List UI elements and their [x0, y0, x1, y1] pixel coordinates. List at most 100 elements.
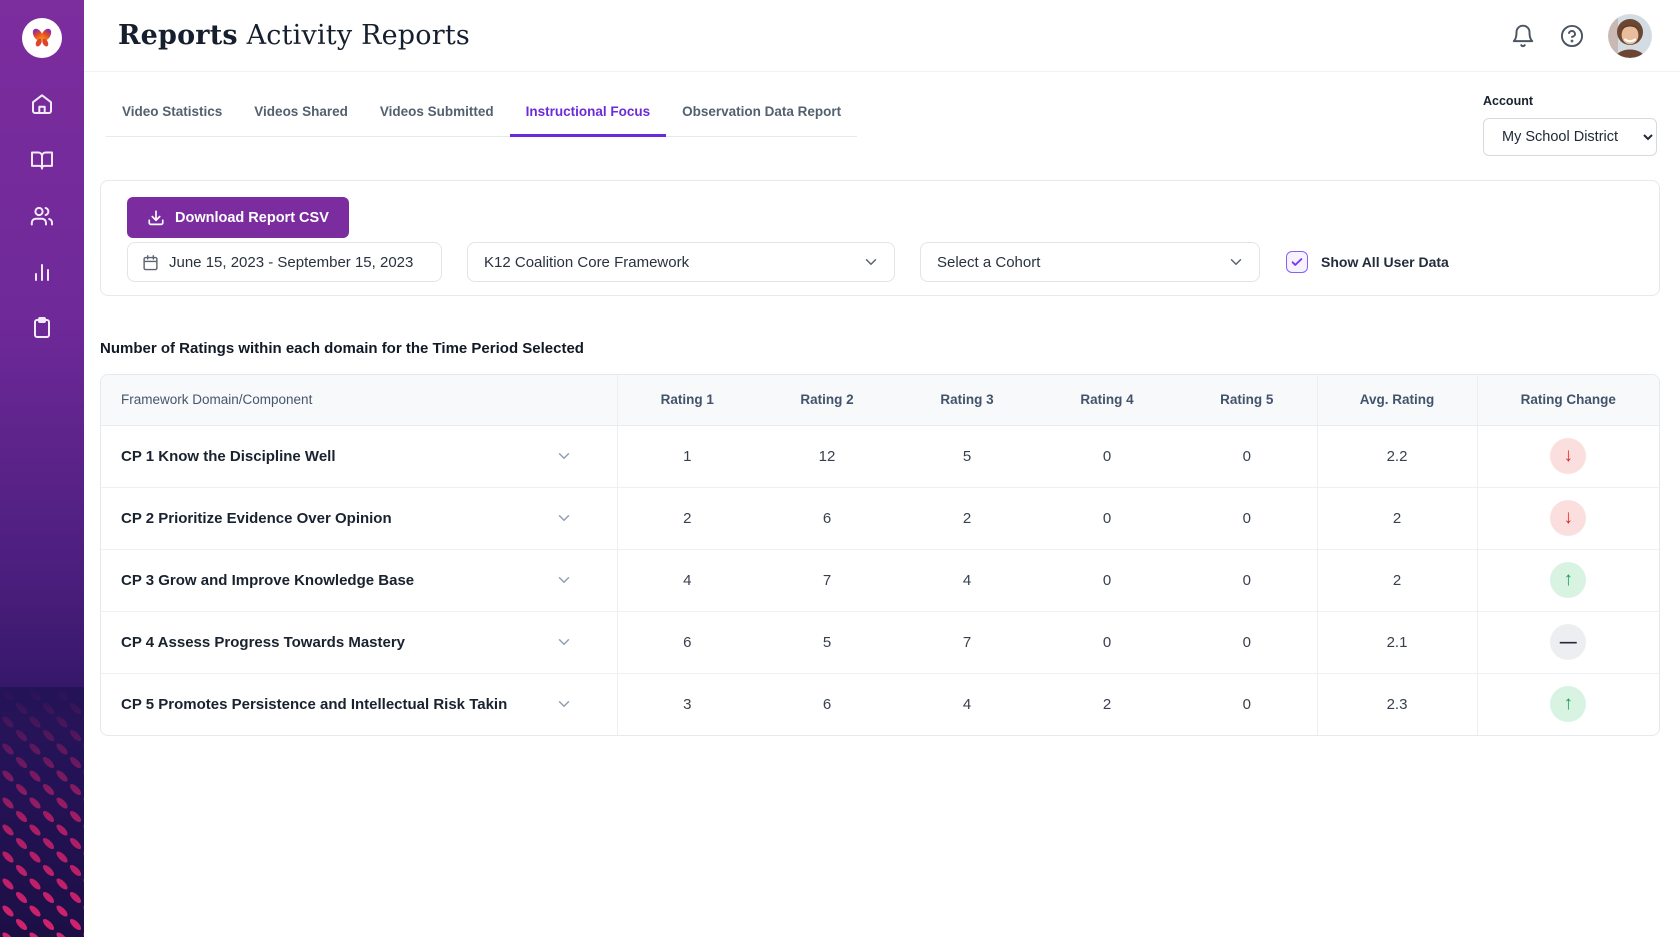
expand-chevron-icon[interactable] [555, 571, 573, 589]
filter-row: June 15, 2023 - September 15, 2023 K12 C… [127, 242, 1633, 282]
sidebar-pattern-fade [0, 687, 84, 937]
table-row: CP 4 Assess Progress Towards Mastery 6 5… [101, 611, 1659, 673]
account-select[interactable]: My School District [1483, 118, 1657, 156]
rating-4-value: 2 [1037, 673, 1177, 735]
section-title: Number of Ratings within each domain for… [100, 340, 1680, 357]
rating-1-value: 4 [617, 549, 757, 611]
rating-1-value: 1 [617, 425, 757, 487]
home-icon[interactable] [30, 92, 54, 116]
rating-5-value: 0 [1177, 425, 1317, 487]
avg-rating-value: 2.1 [1317, 611, 1477, 673]
row-label: CP 5 Promotes Persistence and Intellectu… [121, 696, 507, 713]
rating-2-value: 6 [757, 487, 897, 549]
topbar: Reports Activity Reports [84, 0, 1680, 72]
table-header-row: Framework Domain/Component Rating 1 Rati… [101, 375, 1659, 425]
rating-1-value: 3 [617, 673, 757, 735]
col-avg-rating: Avg. Rating [1317, 375, 1477, 425]
row-label: CP 2 Prioritize Evidence Over Opinion [121, 510, 392, 527]
table-row: CP 3 Grow and Improve Knowledge Base 4 7… [101, 549, 1659, 611]
checkmark-icon [1290, 255, 1304, 269]
col-rating-change: Rating Change [1477, 375, 1659, 425]
rating-4-value: 0 [1037, 549, 1177, 611]
topbar-actions [1510, 14, 1652, 58]
rating-5-value: 0 [1177, 611, 1317, 673]
rating-3-value: 2 [897, 487, 1037, 549]
app-root: Reports Activity Reports [0, 0, 1680, 937]
tab-videos-submitted[interactable]: Videos Submitted [364, 94, 510, 137]
rating-change-up-icon: ↑ [1550, 562, 1586, 598]
table-row: CP 5 Promotes Persistence and Intellectu… [101, 673, 1659, 735]
report-tabs: Video Statistics Videos Shared Videos Su… [106, 94, 857, 137]
expand-chevron-icon[interactable] [555, 695, 573, 713]
show-all-checkbox[interactable] [1286, 251, 1308, 273]
cohort-select[interactable]: Select a Cohort [920, 242, 1260, 282]
row-label: CP 1 Know the Discipline Well [121, 448, 336, 465]
col-rating-3: Rating 3 [897, 375, 1037, 425]
brand-logo[interactable] [22, 18, 62, 58]
cohort-placeholder: Select a Cohort [937, 254, 1040, 271]
table-row: CP 1 Know the Discipline Well 1 12 5 0 0… [101, 425, 1659, 487]
rating-change-down-icon: ↓ [1550, 438, 1586, 474]
date-range-value: June 15, 2023 - September 15, 2023 [169, 254, 413, 271]
notifications-bell-icon[interactable] [1510, 23, 1536, 49]
tab-instructional-focus[interactable]: Instructional Focus [510, 94, 667, 137]
row-label: CP 4 Assess Progress Towards Mastery [121, 634, 405, 651]
rating-2-value: 12 [757, 425, 897, 487]
rating-3-value: 5 [897, 425, 1037, 487]
rating-5-value: 0 [1177, 549, 1317, 611]
rating-5-value: 0 [1177, 673, 1317, 735]
tabs-row: Video Statistics Videos Shared Videos Su… [84, 72, 1680, 137]
show-all-user-data-toggle[interactable]: Show All User Data [1286, 251, 1449, 273]
framework-select[interactable]: K12 Coalition Core Framework [467, 242, 895, 282]
col-rating-1: Rating 1 [617, 375, 757, 425]
page-title: Reports Activity Reports [118, 20, 470, 51]
avg-rating-value: 2 [1317, 487, 1477, 549]
tab-video-statistics[interactable]: Video Statistics [106, 94, 238, 137]
user-avatar[interactable] [1608, 14, 1652, 58]
filter-panel: Download Report CSV June 15, 2023 - Sept… [100, 180, 1660, 296]
rating-4-value: 0 [1037, 487, 1177, 549]
row-label: CP 3 Grow and Improve Knowledge Base [121, 572, 414, 589]
main-area: Reports Activity Reports [84, 0, 1680, 937]
tab-observation-data-report[interactable]: Observation Data Report [666, 94, 857, 137]
account-block: Account My School District [1483, 94, 1657, 156]
rating-2-value: 5 [757, 611, 897, 673]
sidebar-nav [0, 92, 84, 340]
show-all-label: Show All User Data [1321, 254, 1449, 270]
col-rating-2: Rating 2 [757, 375, 897, 425]
rating-1-value: 2 [617, 487, 757, 549]
rating-change-up-icon: ↑ [1550, 686, 1586, 722]
rating-4-value: 0 [1037, 611, 1177, 673]
expand-chevron-icon[interactable] [555, 509, 573, 527]
library-icon[interactable] [30, 148, 54, 172]
download-report-csv-button[interactable]: Download Report CSV [127, 197, 349, 238]
download-icon [147, 209, 165, 227]
rating-3-value: 7 [897, 611, 1037, 673]
expand-chevron-icon[interactable] [555, 633, 573, 651]
help-icon[interactable] [1559, 23, 1585, 49]
ratings-table-card: Framework Domain/Component Rating 1 Rati… [100, 374, 1660, 736]
date-range-field[interactable]: June 15, 2023 - September 15, 2023 [127, 242, 442, 282]
rating-3-value: 4 [897, 673, 1037, 735]
account-label: Account [1483, 94, 1657, 108]
rating-3-value: 4 [897, 549, 1037, 611]
rating-2-value: 7 [757, 549, 897, 611]
col-rating-5: Rating 5 [1177, 375, 1317, 425]
tab-videos-shared[interactable]: Videos Shared [238, 94, 364, 137]
rating-4-value: 0 [1037, 425, 1177, 487]
expand-chevron-icon[interactable] [555, 447, 573, 465]
rating-5-value: 0 [1177, 487, 1317, 549]
clipboard-icon[interactable] [30, 316, 54, 340]
page-title-section: Reports [118, 20, 238, 51]
col-rating-4: Rating 4 [1037, 375, 1177, 425]
avg-rating-value: 2.2 [1317, 425, 1477, 487]
calendar-icon [142, 254, 159, 271]
rating-change-down-icon: ↓ [1550, 500, 1586, 536]
rating-change-neutral-icon: — [1550, 624, 1586, 660]
butterfly-icon [29, 25, 55, 51]
users-icon[interactable] [30, 204, 54, 228]
page-title-sub: Activity Reports [247, 20, 470, 51]
avg-rating-value: 2.3 [1317, 673, 1477, 735]
bar-chart-icon[interactable] [30, 260, 54, 284]
ratings-table: Framework Domain/Component Rating 1 Rati… [101, 375, 1659, 735]
